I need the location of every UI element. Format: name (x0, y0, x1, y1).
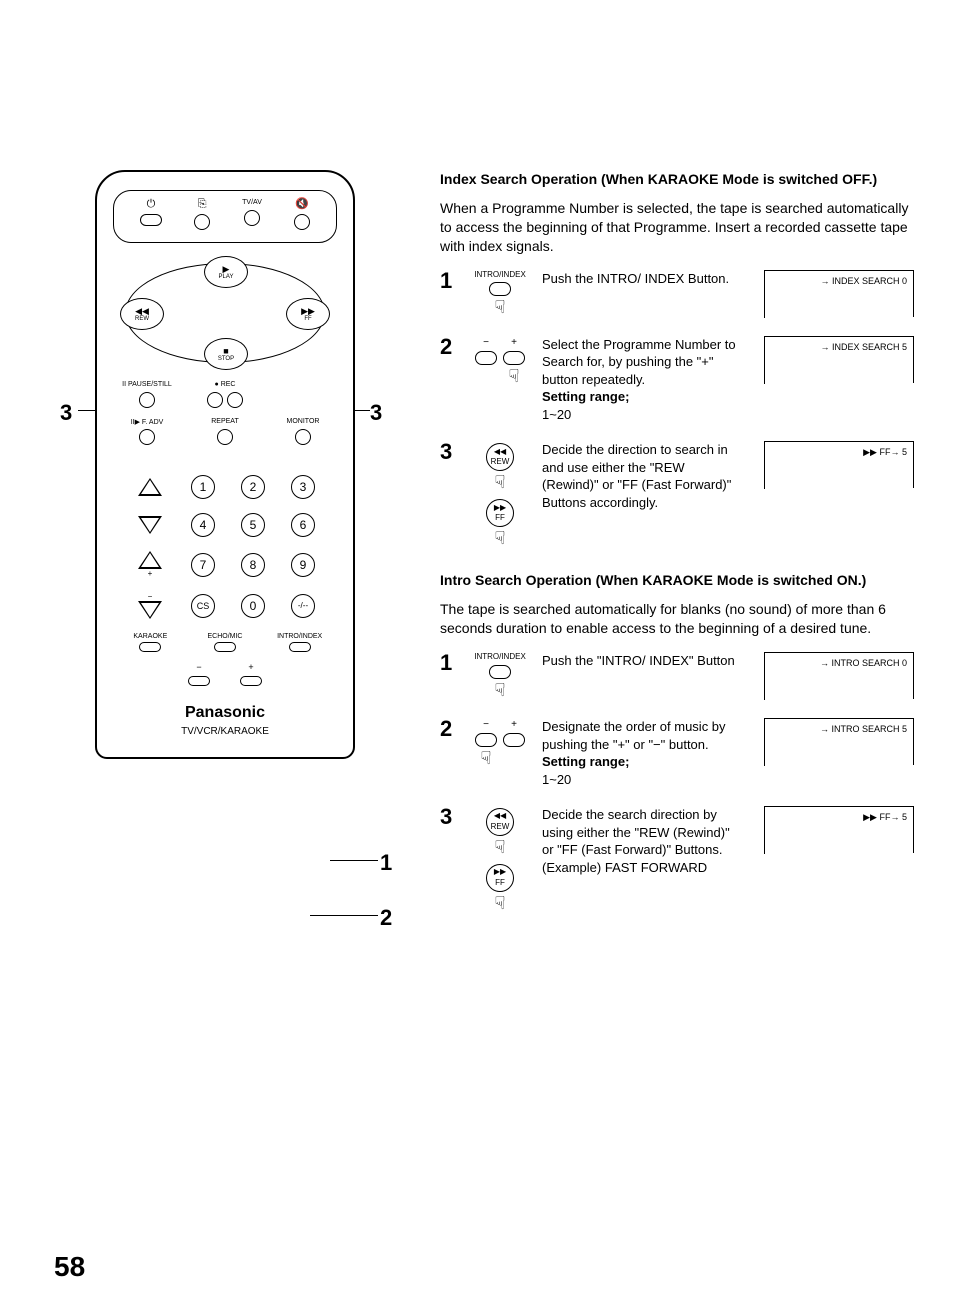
tvav-button[interactable]: ⎘ (194, 199, 210, 230)
callout-2: 2 (380, 905, 392, 931)
echomic-label: ECHO/MIC (188, 633, 263, 652)
keypad: 1 2 3 4 5 6 + 7 8 9 − CS 0 -/-- (113, 475, 337, 619)
echomic-button[interactable] (214, 642, 236, 652)
ch-up-button[interactable] (130, 478, 170, 496)
blank-circle[interactable] (244, 210, 260, 226)
transport-cluster: ▶PLAY ◀◀REW ▶▶FF ■STOP (125, 263, 325, 363)
vol-dn-button[interactable]: − (130, 592, 170, 619)
index-search-title: Index Search Operation (When KARAOKE Mod… (440, 170, 914, 189)
instructions-column: Index Search Operation (When KARAOKE Mod… (440, 170, 914, 930)
ch-dn-button[interactable] (130, 516, 170, 534)
osd-display: → INDEX SEARCH 5 (764, 336, 914, 384)
callout-line (310, 915, 378, 916)
num-6[interactable]: 6 (291, 513, 315, 537)
index-step-2: 2 − +☟ Select the Programme Number to Se… (440, 336, 914, 424)
secondary-button-grid: II PAUSE/STILL ● REC II▶ F. ADV REPEAT M… (113, 381, 337, 445)
introindex-press-icon: INTRO/INDEX ☟ (470, 652, 530, 699)
plus-minus-press-icon: − +☟ (470, 336, 530, 386)
hand-icon: ☟ (470, 838, 530, 856)
repeat-button[interactable]: REPEAT (191, 418, 259, 445)
introindex-label: INTRO/INDEX (262, 633, 337, 652)
hand-icon: ☟ (503, 367, 525, 385)
hand-icon: ☟ (470, 473, 530, 491)
rew-ff-press-icon: ◀◀REW ☟ ▶▶FF ☟ (470, 806, 530, 912)
osd-display: → INTRO SEARCH 5 (764, 718, 914, 766)
ff-icon: ▶▶FF (486, 864, 514, 892)
plus-minus-row: − + (113, 662, 337, 686)
stop-button[interactable]: ■STOP (204, 338, 248, 370)
hand-icon: ☟ (470, 298, 530, 316)
intro-search-intro: The tape is searched automatically for b… (440, 600, 914, 638)
hand-icon: ☟ (470, 681, 530, 699)
introindex-button[interactable] (289, 642, 311, 652)
introindex-press-icon: INTRO/INDEX ☟ (470, 270, 530, 317)
rec-button[interactable]: ● REC (191, 381, 259, 408)
intro-search-title: Intro Search Operation (When KARAOKE Mod… (440, 571, 914, 590)
intro-step-3: 3 ◀◀REW ☟ ▶▶FF ☟ Decide the search direc… (440, 806, 914, 912)
hand-icon: ☟ (470, 894, 530, 912)
cs-button[interactable]: CS (191, 594, 215, 618)
fadv-button[interactable]: II▶ F. ADV (113, 418, 181, 445)
num-0[interactable]: 0 (241, 594, 265, 618)
num-7[interactable]: 7 (191, 553, 215, 577)
tvav-circle (194, 214, 210, 230)
callout-1: 1 (380, 850, 392, 876)
num-8[interactable]: 8 (241, 553, 265, 577)
tvav-icon: ⎘ (198, 199, 207, 210)
tvav-label-cell: TV/AV (242, 199, 262, 226)
num-2[interactable]: 2 (241, 475, 265, 499)
bottom-label-row: KARAOKE ECHO/MIC INTRO/INDEX (113, 633, 337, 652)
index-step-3: 3 ◀◀REW ☟ ▶▶FF ☟ Decide the direction to… (440, 441, 914, 547)
pause-button[interactable]: II PAUSE/STILL (113, 381, 181, 408)
page-container: 3 3 1 2 ⏻ ⎘ TV/AV � (60, 170, 914, 930)
osd-display: ▶▶ FF→ 5 (764, 441, 914, 489)
num-5[interactable]: 5 (241, 513, 265, 537)
callout-3-left: 3 (60, 400, 72, 426)
hand-icon: ☟ (475, 749, 497, 767)
intro-step-1: 1 INTRO/INDEX ☟ Push the "INTRO/ INDEX" … (440, 652, 914, 700)
brand-logo: Panasonic (113, 704, 337, 722)
play-button[interactable]: ▶PLAY (204, 256, 248, 288)
callout-3-right: 3 (370, 400, 382, 426)
karaoke-label: KARAOKE (113, 633, 188, 652)
page-number: 58 (54, 1251, 85, 1283)
mute-button[interactable]: 🔇 (294, 199, 310, 230)
index-search-intro: When a Programme Number is selected, the… (440, 199, 914, 256)
num-3[interactable]: 3 (291, 475, 315, 499)
karaoke-button[interactable] (139, 642, 161, 652)
tvav-label: TV/AV (242, 199, 262, 206)
callout-line (330, 860, 378, 861)
mute-circle (294, 214, 310, 230)
osd-display: ▶▶ FF→ 5 (764, 806, 914, 854)
rew-icon: ◀◀REW (486, 443, 514, 471)
hand-icon: ☟ (470, 529, 530, 547)
ff-button[interactable]: ▶▶FF (286, 298, 330, 330)
num-1[interactable]: 1 (191, 475, 215, 499)
osd-display: → INTRO SEARCH 0 (764, 652, 914, 700)
brand-subtitle: TV/VCR/KARAOKE (113, 726, 337, 737)
plus-button[interactable]: + (240, 662, 262, 686)
power-button[interactable]: ⏻ (140, 199, 162, 226)
power-icon: ⏻ (147, 199, 156, 210)
rew-button[interactable]: ◀◀REW (120, 298, 164, 330)
intro-step-2: 2 −☟ + Designate the order of music by p… (440, 718, 914, 788)
rew-ff-press-icon: ◀◀REW ☟ ▶▶FF ☟ (470, 441, 530, 547)
num-4[interactable]: 4 (191, 513, 215, 537)
vol-up-button[interactable]: + (130, 551, 170, 578)
rew-icon: ◀◀REW (486, 808, 514, 836)
dash-button[interactable]: -/-- (291, 594, 315, 618)
osd-display: → INDEX SEARCH 0 (764, 270, 914, 318)
remote-control: ⏻ ⎘ TV/AV 🔇 ▶PLAY ◀◀REW (95, 170, 355, 759)
num-9[interactable]: 9 (291, 553, 315, 577)
rec-spacer (269, 381, 337, 408)
minus-button[interactable]: − (188, 662, 210, 686)
index-step-1: 1 INTRO/INDEX ☟ Push the INTRO/ INDEX Bu… (440, 270, 914, 318)
plus-minus-press-icon: −☟ + (470, 718, 530, 768)
remote-diagram-column: 3 3 1 2 ⏻ ⎘ TV/AV � (60, 170, 390, 930)
ff-icon: ▶▶FF (486, 499, 514, 527)
power-pill (140, 214, 162, 226)
mute-icon: 🔇 (295, 199, 309, 210)
monitor-button[interactable]: MONITOR (269, 418, 337, 445)
remote-top-panel: ⏻ ⎘ TV/AV 🔇 (113, 190, 337, 243)
